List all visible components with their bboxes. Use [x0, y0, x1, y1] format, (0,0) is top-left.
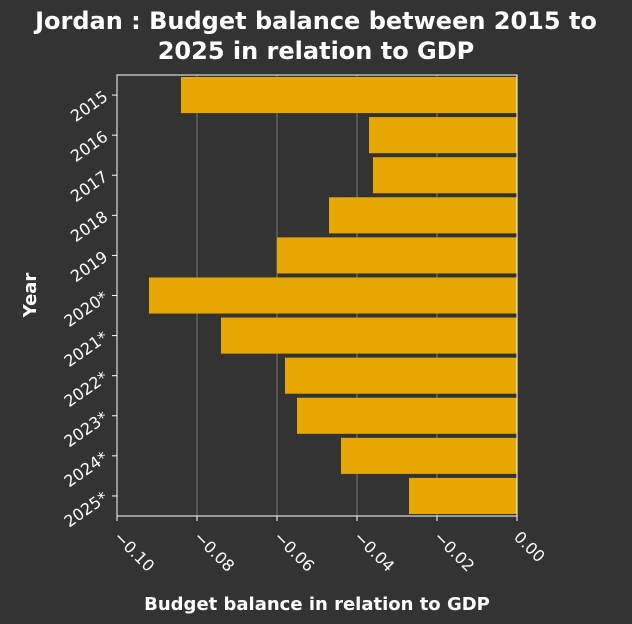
y-tick-label: 2015	[67, 87, 111, 126]
bar-2022	[285, 357, 517, 394]
y-tick-label: 2020*	[60, 287, 111, 331]
x-axis-label: Budget balance in relation to GDP	[144, 594, 490, 615]
y-tick-label: 2022*	[60, 367, 111, 411]
y-tick-label: 2017	[67, 167, 111, 206]
x-tick-label: 0.00	[510, 527, 549, 566]
bar-2025	[409, 477, 517, 514]
x-tick-label: −0.04	[350, 527, 398, 575]
x-tick-label: −0.08	[190, 527, 238, 575]
bar-2021	[221, 317, 517, 354]
bar-2018	[329, 197, 517, 234]
bar-2016	[369, 117, 517, 154]
y-axis-ticks: 201520162017201820192020*2021*2022*2023*…	[60, 87, 117, 531]
bar-2019	[277, 237, 517, 274]
y-tick-label: 2024*	[60, 448, 111, 492]
bar-2017	[373, 157, 517, 194]
bar-2020	[149, 277, 517, 314]
y-axis-label: Year	[20, 273, 41, 319]
x-tick-label: −0.06	[270, 527, 318, 575]
y-tick-label: 2025*	[60, 488, 111, 532]
x-axis-ticks: −0.10 −0.08 −0.06 −0.04 −0.02 0.00	[110, 516, 549, 575]
bar-2024	[341, 437, 517, 474]
bars	[149, 77, 517, 514]
chart-title-line-1: Jordan : Budget balance between 2015 to	[33, 7, 597, 35]
bar-2015	[181, 77, 517, 114]
chart-title-line-2: 2025 in relation to GDP	[158, 37, 475, 65]
y-tick-label: 2021*	[60, 327, 111, 371]
y-tick-label: 2018	[67, 207, 111, 246]
bar-2023	[297, 397, 517, 434]
x-tick-label: −0.10	[110, 527, 158, 575]
x-tick-label: −0.02	[430, 527, 478, 575]
y-tick-label: 2019	[67, 247, 111, 286]
y-tick-label: 2023*	[60, 407, 111, 451]
y-tick-label: 2016	[67, 127, 111, 166]
